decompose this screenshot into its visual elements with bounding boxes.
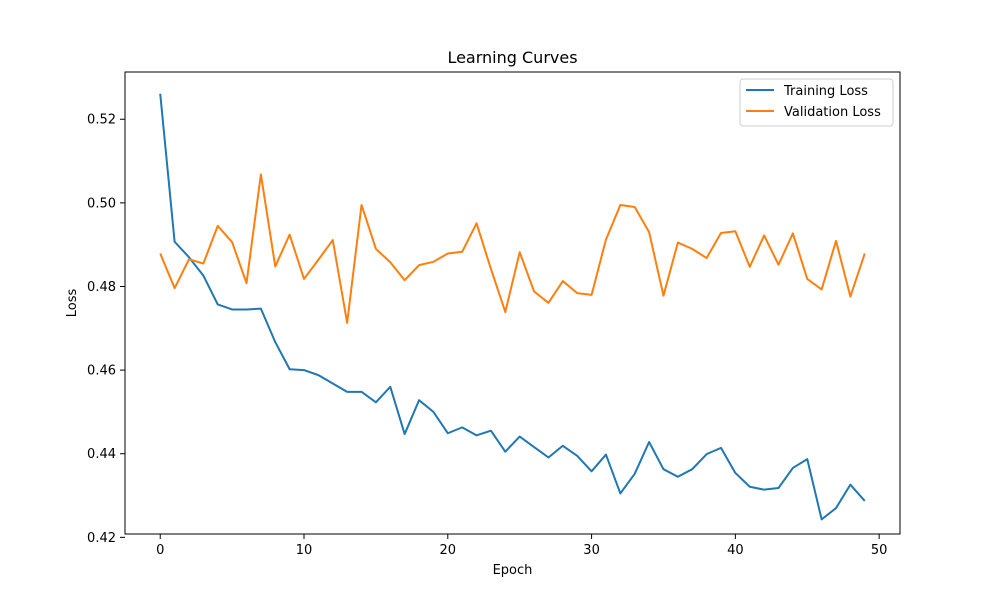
x-tick-label: 50 <box>871 543 888 558</box>
legend: Training Loss Validation Loss <box>739 78 894 127</box>
y-tick-label: 0.52 <box>87 113 116 128</box>
x-tick-label: 30 <box>583 543 600 558</box>
legend-box <box>739 78 894 127</box>
y-axis-label: Loss <box>65 289 80 318</box>
x-tick-label: 40 <box>727 543 744 558</box>
plot-frame <box>124 71 901 535</box>
x-axis-ticks: 0 10 20 30 40 50 <box>156 534 887 558</box>
y-tick-label: 0.46 <box>87 364 116 379</box>
legend-label-validation-loss: Validation Loss <box>784 105 881 120</box>
x-axis-label: Epoch <box>493 563 533 578</box>
y-tick-label: 0.42 <box>87 531 116 546</box>
x-tick-label: 10 <box>296 543 313 558</box>
series-line-training-loss <box>159 93 866 521</box>
y-tick-label: 0.50 <box>87 196 116 211</box>
y-tick-label: 0.48 <box>87 280 116 295</box>
y-tick-label: 0.44 <box>87 447 116 462</box>
y-axis-ticks: 0.42 0.44 0.46 0.48 0.50 0.52 <box>87 113 125 546</box>
legend-label-training-loss: Training Loss <box>783 84 868 99</box>
x-tick-label: 0 <box>156 543 164 558</box>
series-line-validation-loss <box>159 173 866 324</box>
plot-series-group <box>159 93 866 521</box>
x-tick-label: 20 <box>440 543 457 558</box>
chart-title: Learning Curves <box>447 48 577 67</box>
